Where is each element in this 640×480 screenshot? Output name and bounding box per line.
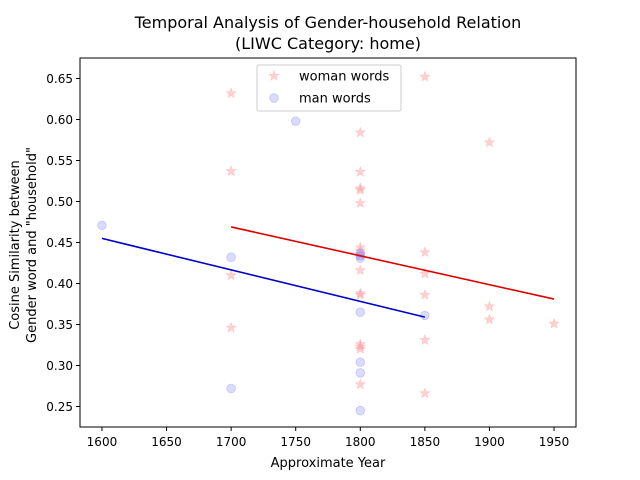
woman-point [483, 313, 496, 325]
woman-point [225, 321, 237, 333]
man-point [97, 220, 107, 230]
woman-point [483, 136, 496, 148]
man-point [226, 383, 236, 394]
woman-point [419, 387, 431, 399]
woman-point [354, 244, 367, 256]
y-axis-label-line-2: Gender word and "household" [25, 147, 40, 343]
woman-trend-line [230, 226, 555, 300]
man-point [291, 116, 301, 126]
y-tick-label: 0.55 [46, 154, 73, 168]
woman-point [354, 165, 367, 177]
woman-point [354, 287, 367, 299]
man-point [355, 357, 365, 367]
y-axis-label: Cosine Similarity between Gender word an… [8, 147, 40, 343]
woman-point [419, 288, 431, 300]
woman-point [548, 317, 560, 329]
y-tick-label: 0.60 [46, 113, 73, 127]
y-axis: 0.25 0.30 0.35 0.40 0.45 0.50 0.55 0.60 0.65 [46, 72, 80, 414]
woman-point [419, 334, 431, 345]
woman-point [225, 165, 237, 177]
chart-title: Temporal Analysis of Gender-household Re… [134, 13, 522, 32]
woman-point [419, 267, 431, 279]
man-point [420, 310, 430, 321]
x-tick-label: 1750 [280, 435, 311, 449]
x-tick-label: 1800 [345, 435, 376, 449]
y-tick-label: 0.30 [46, 359, 73, 373]
chart-subtitle: (LIWC Category: home) [235, 34, 421, 53]
x-tick-label: 1850 [410, 435, 441, 449]
circle-legend-icon [269, 93, 279, 103]
x-tick-label: 1650 [151, 435, 182, 449]
x-axis-label: Approximate Year [271, 456, 386, 471]
woman-point [354, 338, 367, 350]
man-point [226, 252, 236, 262]
woman-point [354, 241, 367, 253]
man-point [355, 368, 365, 378]
woman-point [354, 126, 367, 138]
woman-point [483, 300, 496, 312]
x-tick-label: 1700 [216, 435, 247, 449]
woman-point [354, 378, 367, 390]
woman-point [354, 340, 367, 352]
legend-label: man words [299, 92, 371, 107]
star-legend-icon [268, 69, 280, 81]
x-tick-label: 1950 [539, 435, 570, 449]
woman-point [225, 269, 237, 281]
y-axis-label-line-1: Cosine Similarity between [8, 160, 23, 330]
y-tick-label: 0.40 [46, 277, 73, 291]
man-trend-line [101, 237, 426, 318]
woman-point [354, 182, 367, 194]
woman-point [354, 288, 367, 300]
y-tick-label: 0.35 [46, 318, 73, 332]
woman-point [354, 197, 367, 209]
woman-point [354, 343, 367, 355]
woman-point [354, 183, 367, 195]
y-tick-label: 0.45 [46, 236, 73, 250]
woman-point [419, 70, 431, 82]
woman-point [354, 264, 367, 276]
legend-label: woman words [299, 70, 390, 85]
man-point [355, 307, 365, 317]
x-axis: 1600 1650 1700 1750 1800 1850 1900 1950 [87, 427, 570, 449]
legend-frame [256, 64, 402, 112]
legend: woman words man words [256, 64, 402, 112]
x-tick-label: 1900 [474, 435, 505, 449]
x-tick-label: 1600 [87, 435, 118, 449]
series-woman-words [225, 70, 560, 399]
y-tick-label: 0.50 [46, 195, 73, 209]
man-point [355, 405, 365, 416]
woman-point [225, 87, 237, 99]
y-tick-label: 0.65 [46, 72, 73, 86]
woman-point [419, 246, 431, 258]
y-tick-label: 0.25 [46, 400, 73, 414]
